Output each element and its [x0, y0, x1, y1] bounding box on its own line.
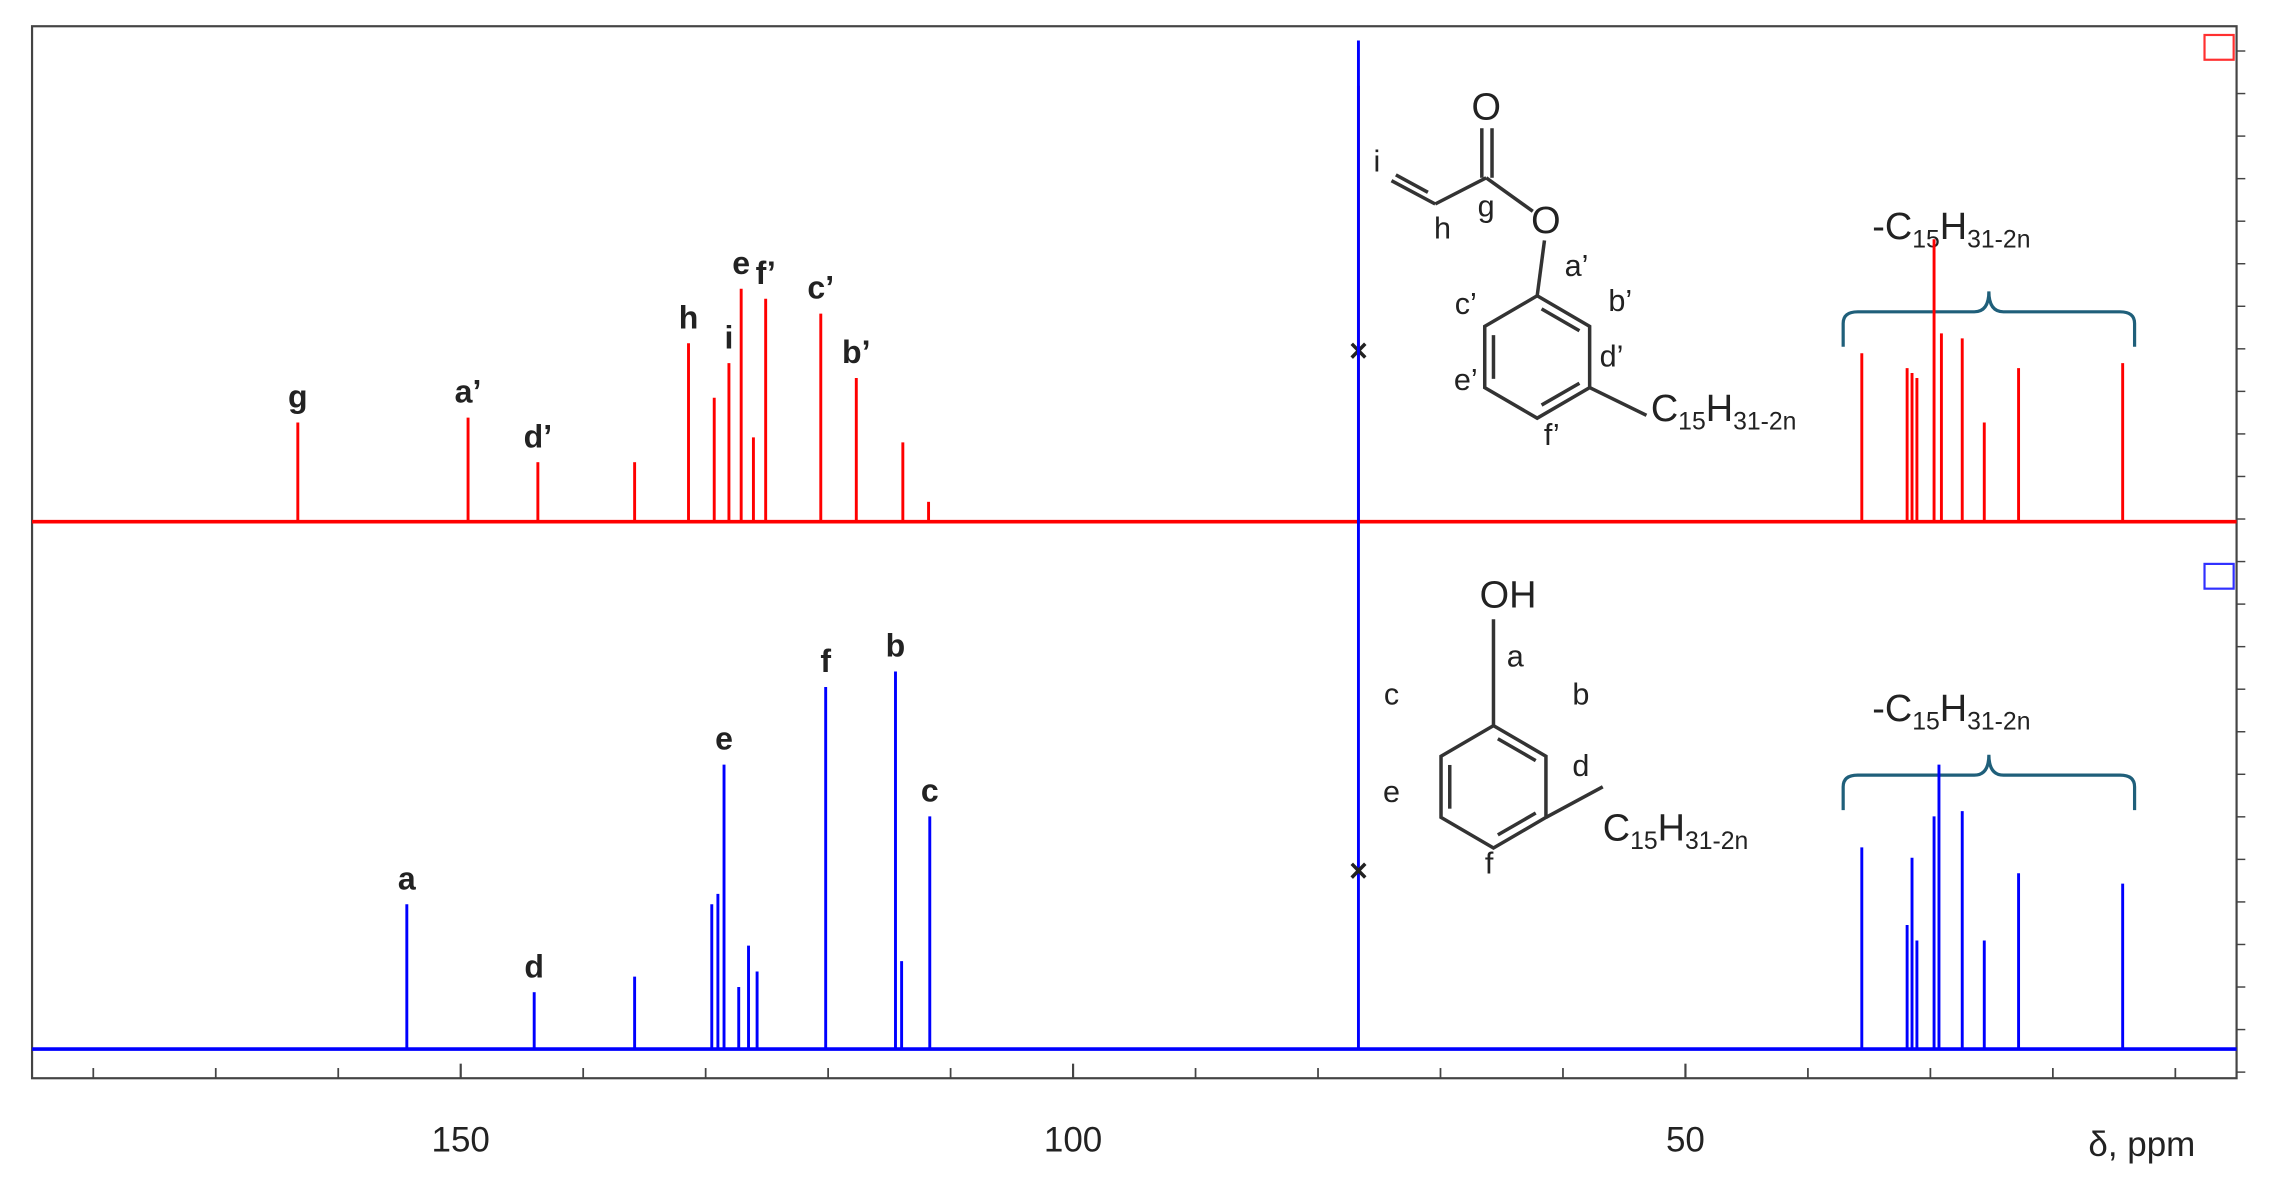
atom-label: d: [1572, 749, 1589, 783]
atom-label: g: [1478, 189, 1495, 223]
atom-label: b: [1572, 678, 1589, 712]
atom-label: c’: [1455, 287, 1477, 321]
atom-label: a’: [1565, 249, 1589, 283]
panel-marker: [2203, 33, 2235, 61]
atom-label: d’: [1600, 340, 1624, 374]
atom-label: a: [1507, 640, 1524, 674]
peak-label: f: [820, 643, 831, 679]
atom-label: OH: [1480, 574, 1537, 616]
solvent-marker: ×: [1349, 853, 1368, 889]
peak-label: b: [886, 628, 906, 664]
x-tick-label: 150: [432, 1121, 490, 1160]
atom-label: f: [1485, 847, 1494, 881]
atom-label: i: [1374, 144, 1381, 178]
plot-frame: [30, 25, 2238, 1080]
x-axis-label: δ, ppm: [2088, 1125, 2195, 1164]
atom-label: O: [1531, 200, 1560, 242]
peak-label: c: [921, 772, 939, 808]
x-tick-label: 100: [1044, 1121, 1102, 1160]
atom-label: f’: [1544, 418, 1560, 452]
panel-marker: [2203, 562, 2235, 590]
substituent: C15H31-2n: [1651, 388, 1797, 435]
structure-phenol: OH a b c d e f C15H31-2n -C15H31-2n: [1383, 574, 2137, 881]
atom-label: O: [1471, 86, 1500, 128]
peak-label: d’: [524, 418, 552, 454]
atom-label: e: [1383, 775, 1400, 809]
x-tick-label: 50: [1666, 1121, 1705, 1160]
peak-label: e: [732, 245, 750, 281]
peak-label: g: [288, 379, 308, 415]
group-label: -C15H31-2n: [1872, 206, 2030, 253]
atom-label: e’: [1454, 363, 1478, 397]
substituent: C15H31-2n: [1603, 808, 1749, 855]
peak-label: h: [679, 299, 699, 335]
peak-label: a: [398, 860, 417, 896]
atom-label: b’: [1608, 284, 1632, 318]
peak-label: a’: [455, 374, 482, 410]
peak-label: b’: [842, 334, 870, 370]
peak-label: e: [715, 721, 733, 757]
peak-label: c’: [807, 270, 834, 306]
atom-label: c: [1384, 678, 1399, 712]
structure-acrylate: O i g h O a’ b’ c’ d’ e’ f’ C15H31-2n -C…: [1374, 86, 2137, 452]
peak-label: f’: [756, 255, 776, 291]
peak-label: d: [524, 948, 544, 984]
group-label: -C15H31-2n: [1872, 688, 2030, 735]
peak-label: i: [724, 319, 733, 355]
atom-label: h: [1434, 211, 1451, 245]
